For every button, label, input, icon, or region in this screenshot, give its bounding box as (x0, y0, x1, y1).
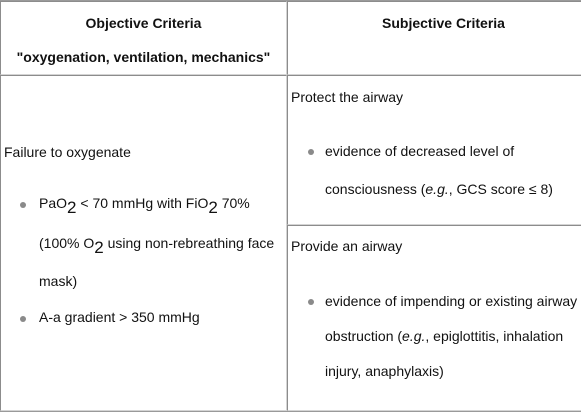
header-objective-cell: Objective Criteria "oxygenation, ventila… (0, 1, 287, 75)
provide-airway-heading: Provide an airway (291, 238, 403, 254)
header-objective-title: Objective Criteria (85, 15, 202, 31)
header-subjective-title: Subjective Criteria (382, 15, 505, 31)
aa-gradient-line: A-a gradient > 350 mmHg (39, 309, 200, 325)
pao2-line: PaO2 < 70 mmHg with FiO2 70% (39, 195, 250, 217)
header-subjective-cell: Subjective Criteria (287, 1, 581, 75)
bullet-dot (308, 149, 314, 155)
protect-evidence-line2: consciousness (e.g., GCS score ≤ 8) (325, 181, 553, 197)
bullet-dot (20, 316, 26, 322)
provide-airway-cell: Provide an airway evidence of impending … (287, 225, 581, 411)
provide-evidence-line3: injury, anaphylaxis) (325, 363, 444, 379)
objective-criteria-cell: Failure to oxygenate PaO2 < 70 mmHg with… (0, 75, 287, 411)
protect-airway-heading: Protect the airway (291, 89, 404, 105)
oxygen-line: (100% O2 using non-rebreathing face (39, 235, 275, 257)
provide-evidence-line2: obstruction (e.g., epiglottitis, inhalat… (325, 328, 564, 344)
failure-to-oxygenate-heading: Failure to oxygenate (4, 144, 131, 160)
provide-evidence-line1: evidence of impending or existing airway (325, 293, 578, 309)
protect-evidence-line1: evidence of decreased level of (325, 143, 515, 159)
bullet-dot (20, 202, 26, 208)
mask-line: mask) (39, 273, 78, 289)
header-objective-subtitle: "oxygenation, ventilation, mechanics" (16, 49, 271, 65)
protect-airway-cell: Protect the airway evidence of decreased… (287, 75, 581, 225)
bullet-dot (308, 299, 314, 305)
